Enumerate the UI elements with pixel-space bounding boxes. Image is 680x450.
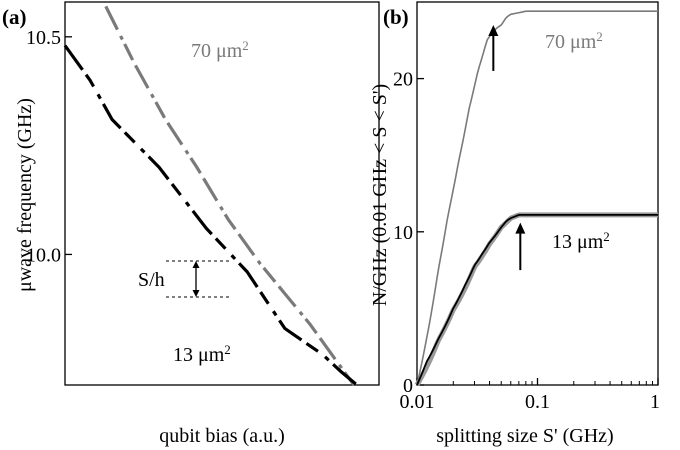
panel-b-series-13um2-fit: [414, 212, 659, 387]
panel-a-y-tick-label: 10.0: [26, 244, 61, 266]
panel-b-x-ticks: 0.01 0.1 1: [400, 378, 660, 413]
panel-a-x-axis-title: qubit bias (a.u.): [159, 425, 285, 447]
panel-b-x-tick-label: 1: [650, 391, 660, 413]
panel-a-70um2-label: 70 μm2: [191, 38, 249, 63]
panel-a: (a) μwave frequency (GHz) qubit bias (a.…: [2, 1, 380, 447]
panel-b-13um2-label: 13 μm2: [552, 229, 610, 254]
panel-b-arrow-head: [515, 222, 526, 234]
panel-b-arrows: [488, 24, 526, 271]
panel-a-y-ticks: 10.0 10.5: [26, 27, 72, 266]
panel-b-x-axis-title: splitting size S' (GHz): [436, 425, 613, 447]
panel-b: (b) N/GHz (0.01 GHz < S < S') splitting …: [369, 1, 660, 447]
panel-a-y-axis-title: μwave frequency (GHz): [14, 98, 36, 292]
panel-a-plot-frame: [64, 1, 380, 386]
panel-b-x-tick-label: 0.01: [400, 391, 435, 413]
panel-b-y-tick-label: 10: [393, 222, 413, 244]
splitting-label: S/h: [138, 269, 165, 291]
panel-a-13um2-label: 13 μm2: [173, 342, 231, 367]
panel-b-y-tick-label: 0: [403, 375, 413, 397]
splitting-arrow-up-head: [192, 261, 200, 268]
panel-a-series-70um2: [104, 5, 356, 386]
panel-b-y-ticks: 0 10 20: [393, 69, 424, 397]
splitting-arrow-down-head: [192, 290, 200, 297]
panel-a-series-13um2: [63, 44, 359, 387]
splitting-marker: [166, 260, 232, 298]
panel-a-y-tick-label: 10.5: [26, 27, 61, 49]
panel-b-series-13um2: [416, 214, 658, 386]
panel-b-70um2-label: 70 μm2: [545, 29, 603, 54]
panel-b-letter: (b): [383, 5, 409, 29]
panel-a-series: [63, 5, 359, 387]
panel-b-arrow-head: [488, 24, 499, 36]
panel-a-letter: (a): [2, 5, 27, 29]
panel-b-y-tick-label: 20: [393, 69, 413, 91]
panel-b-series: [414, 10, 659, 387]
panel-b-x-tick-label: 0.1: [525, 391, 550, 413]
panel-b-y-axis-title: N/GHz (0.01 GHz < S < S'): [369, 84, 391, 306]
panel-b-series-70um2: [416, 10, 658, 386]
